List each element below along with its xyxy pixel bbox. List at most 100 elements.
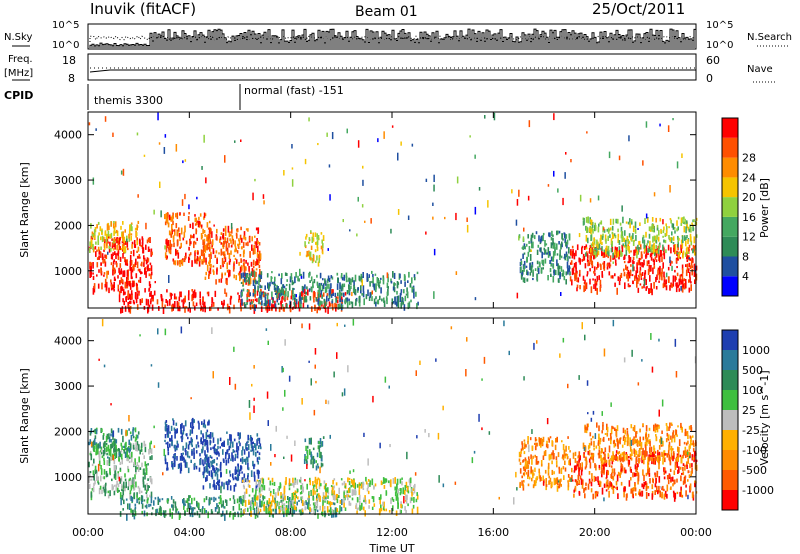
cell bbox=[167, 222, 170, 228]
sparse-cell bbox=[370, 218, 372, 224]
cell bbox=[354, 482, 356, 490]
cell bbox=[616, 486, 618, 491]
cell bbox=[613, 485, 615, 488]
cell bbox=[392, 286, 395, 291]
sparse-cell bbox=[407, 215, 410, 220]
cell bbox=[283, 513, 285, 518]
cell bbox=[636, 466, 638, 471]
cell bbox=[553, 269, 555, 276]
cell bbox=[119, 280, 121, 285]
cell bbox=[549, 251, 551, 256]
cell bbox=[102, 476, 105, 479]
cell bbox=[179, 467, 182, 474]
cell bbox=[228, 272, 230, 278]
cell bbox=[633, 261, 635, 264]
cell bbox=[371, 270, 373, 274]
cell bbox=[629, 256, 632, 263]
cell bbox=[406, 486, 409, 493]
cell bbox=[220, 248, 223, 256]
cell bbox=[675, 429, 678, 436]
cell bbox=[183, 258, 186, 263]
cell bbox=[229, 470, 231, 474]
cell bbox=[654, 490, 656, 495]
cell bbox=[656, 234, 658, 240]
cell bbox=[663, 488, 665, 492]
cell bbox=[302, 502, 305, 506]
cell bbox=[610, 436, 612, 441]
cell bbox=[295, 272, 297, 278]
cell bbox=[189, 506, 192, 510]
cell bbox=[620, 469, 622, 475]
cell bbox=[666, 484, 669, 492]
cell bbox=[114, 466, 117, 471]
cell bbox=[550, 256, 553, 262]
cell bbox=[280, 492, 282, 496]
cell bbox=[135, 481, 137, 488]
sparse-cell bbox=[182, 160, 184, 164]
cell bbox=[600, 220, 603, 225]
cell bbox=[634, 228, 637, 234]
cell bbox=[192, 507, 194, 511]
cell bbox=[148, 281, 151, 287]
cell bbox=[259, 302, 262, 305]
cell bbox=[127, 457, 129, 461]
cell bbox=[662, 244, 664, 251]
cell bbox=[561, 233, 563, 239]
cell bbox=[537, 244, 540, 248]
cell bbox=[98, 269, 100, 273]
cell bbox=[669, 474, 671, 478]
cell bbox=[682, 463, 685, 466]
cell bbox=[687, 247, 690, 254]
cell bbox=[260, 484, 263, 487]
cell bbox=[310, 257, 312, 261]
cell bbox=[631, 235, 633, 242]
cell bbox=[661, 491, 663, 499]
cell bbox=[287, 291, 289, 298]
cell bbox=[579, 463, 581, 470]
cell bbox=[278, 293, 281, 300]
cell bbox=[693, 219, 695, 222]
cell bbox=[582, 454, 585, 457]
cell bbox=[651, 457, 653, 462]
cell bbox=[643, 239, 646, 246]
cell bbox=[140, 245, 143, 248]
cell bbox=[116, 230, 119, 237]
cell bbox=[335, 482, 338, 486]
cell bbox=[330, 508, 332, 516]
cell bbox=[250, 470, 253, 477]
sparse-cell bbox=[158, 142, 161, 145]
nsky-trace bbox=[89, 28, 697, 48]
cell bbox=[187, 502, 189, 509]
cell bbox=[245, 242, 247, 246]
cell bbox=[685, 451, 688, 455]
cell bbox=[592, 493, 594, 500]
cell bbox=[103, 441, 106, 445]
cell bbox=[147, 258, 150, 262]
cell bbox=[224, 499, 227, 503]
cell bbox=[228, 231, 231, 238]
cell bbox=[285, 501, 288, 504]
cell bbox=[110, 439, 112, 443]
cell bbox=[695, 234, 698, 238]
cell bbox=[685, 248, 688, 254]
cell bbox=[686, 431, 689, 435]
sparse-cell bbox=[262, 294, 265, 298]
cell bbox=[663, 476, 666, 480]
cell bbox=[327, 495, 329, 499]
cell bbox=[120, 442, 123, 447]
cell bbox=[394, 296, 396, 303]
sparse-cell bbox=[632, 264, 634, 272]
cell bbox=[291, 493, 294, 500]
cell bbox=[130, 295, 133, 300]
cell bbox=[610, 428, 613, 435]
cell bbox=[576, 244, 579, 251]
cell bbox=[527, 440, 529, 445]
cell bbox=[326, 295, 328, 302]
cell bbox=[627, 456, 630, 459]
cell bbox=[316, 495, 318, 500]
cell bbox=[126, 280, 128, 285]
cell bbox=[658, 445, 661, 450]
cell bbox=[129, 307, 132, 314]
cell bbox=[268, 501, 270, 505]
cell bbox=[96, 274, 98, 277]
